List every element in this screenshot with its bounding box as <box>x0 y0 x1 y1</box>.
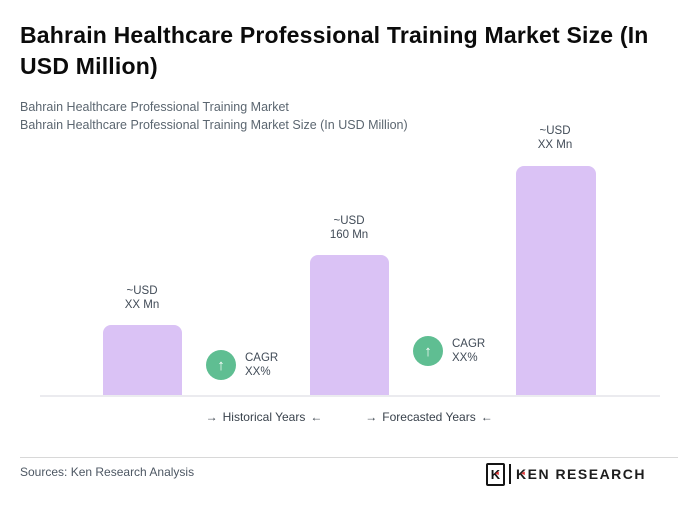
bar-value-label: ~USD XX Mn <box>77 284 207 312</box>
cagr2-title: CAGR <box>452 338 486 350</box>
page-title: Bahrain Healthcare Professional Training… <box>20 22 649 79</box>
right-arrow-icon: → <box>205 410 218 424</box>
logo-red-wedge-icon: ◄ <box>520 471 528 477</box>
x-axis-baseline <box>40 395 660 397</box>
cagr2-value: XX% <box>452 352 478 364</box>
logo-separator <box>509 464 511 484</box>
axis-group-label: Forecasted Years <box>382 410 476 424</box>
logo-k-badge-icon: K ◄ <box>486 462 505 486</box>
cagr-label: CAGR XX% <box>452 337 485 365</box>
bar2-value-usd: ~USD <box>333 215 365 227</box>
axis-group-forecasted: → Forecasted Years ← <box>324 410 534 424</box>
bar-value-label: ~USD 160 Mn <box>284 214 414 242</box>
bar1-value-mn: XX Mn <box>124 299 160 311</box>
left-arrow-icon: ← <box>480 410 493 424</box>
chart-subtitle-line2: Bahrain Healthcare Professional Training… <box>20 118 408 132</box>
footer-divider <box>20 457 678 458</box>
right-arrow-icon: → <box>365 410 378 424</box>
bar-current <box>310 255 389 396</box>
chart-subtitle-line1: Bahrain Healthcare Professional Training… <box>20 100 289 114</box>
axis-group-label: Historical Years <box>222 410 306 424</box>
bar-forecast <box>516 166 596 396</box>
bar3-value-mn: XX Mn <box>537 139 573 151</box>
logo-red-wedge-icon: ◄ <box>494 470 500 477</box>
bar-historical <box>103 325 182 396</box>
cagr1-title: CAGR <box>245 352 279 364</box>
bar2-value-mn: 160 Mn <box>329 229 369 241</box>
logo-wordmark: KEN RESEARCH ◄ <box>516 466 646 482</box>
sources-text: Sources: Ken Research Analysis <box>20 465 195 479</box>
axis-group-historical: → Historical Years ← <box>159 410 369 424</box>
logo-wordmark-text: KEN RESEARCH <box>516 466 647 482</box>
cagr-growth-badge: ↑ <box>206 350 236 380</box>
ken-research-logo: K ◄ KEN RESEARCH ◄ <box>486 461 646 487</box>
left-arrow-icon: ← <box>310 410 323 424</box>
chart-subtitle: Bahrain Healthcare Professional Training… <box>20 98 580 134</box>
up-arrow-icon: ↑ <box>424 342 432 360</box>
cagr-label: CAGR XX% <box>245 351 278 379</box>
bar-value-label: ~USD XX Mn <box>490 124 620 152</box>
up-arrow-icon: ↑ <box>217 356 225 374</box>
cagr-growth-badge: ↑ <box>413 336 443 366</box>
logo-badge-letter: K <box>490 466 501 482</box>
bar1-value-usd: ~USD <box>126 285 158 297</box>
bar3-value-usd: ~USD <box>539 125 571 137</box>
cagr1-value: XX% <box>245 366 271 378</box>
